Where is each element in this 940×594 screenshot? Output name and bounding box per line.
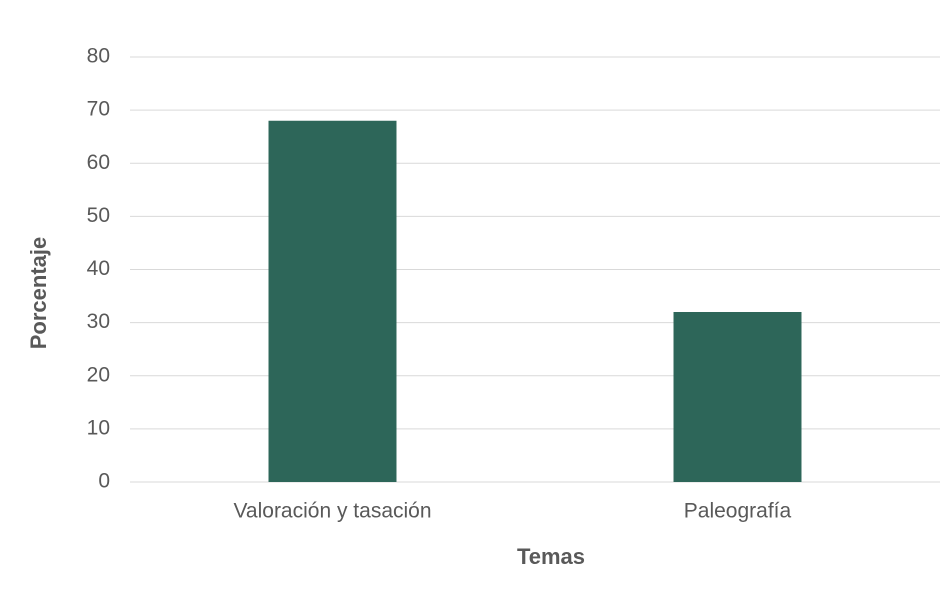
y-tick-label: 20 <box>87 363 110 386</box>
y-axis-title: Porcentaje <box>26 237 51 350</box>
y-tick-label: 50 <box>87 204 110 227</box>
y-tick-label: 0 <box>98 470 110 493</box>
x-axis-title: Temas <box>517 544 585 569</box>
y-tick-label: 80 <box>87 45 110 68</box>
bar <box>268 120 397 482</box>
x-tick-label: Valoración y tasación <box>233 500 431 523</box>
bar <box>673 312 802 482</box>
y-tick-label: 10 <box>87 416 110 439</box>
y-tick-label: 70 <box>87 98 110 121</box>
y-tick-label: 30 <box>87 310 110 333</box>
y-tick-label: 60 <box>87 151 110 174</box>
x-tick-label: Paleografía <box>684 500 792 523</box>
y-tick-label: 40 <box>87 257 110 280</box>
